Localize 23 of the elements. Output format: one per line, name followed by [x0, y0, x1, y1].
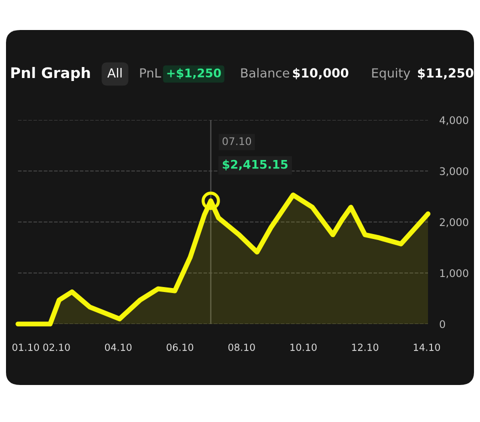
annotation: $2,415.15	[222, 160, 288, 170]
x-tick-label: 14.10	[414, 344, 440, 351]
y-tick-label: 1,000	[440, 269, 468, 278]
y-tick-label: 2,000	[440, 218, 468, 228]
annotation: 07.10	[222, 137, 252, 146]
text: Equity	[372, 68, 410, 80]
x-tick-label: 04.10	[104, 344, 132, 351]
x-tick-label: 01.10	[12, 344, 39, 351]
text: Balance	[241, 68, 290, 78]
text: $11,250	[418, 68, 474, 80]
text: $10,000	[292, 68, 348, 80]
x-tick-label: 10.10	[290, 344, 317, 351]
text: All	[107, 68, 122, 78]
chart-title: Pnl Graph	[11, 66, 90, 82]
y-tick-label: 3,000	[440, 167, 468, 176]
x-tick-label: 12.10	[352, 344, 378, 351]
y-tick-label: 0	[440, 320, 446, 328]
x-tick-label: 06.10	[166, 344, 194, 351]
x-tick-label: 08.10	[228, 344, 255, 351]
x-tick-label: 02.10	[43, 344, 70, 351]
text: +$1,250	[167, 68, 221, 79]
y-tick-label: 4,000	[440, 116, 468, 126]
text: PnL	[140, 68, 162, 78]
